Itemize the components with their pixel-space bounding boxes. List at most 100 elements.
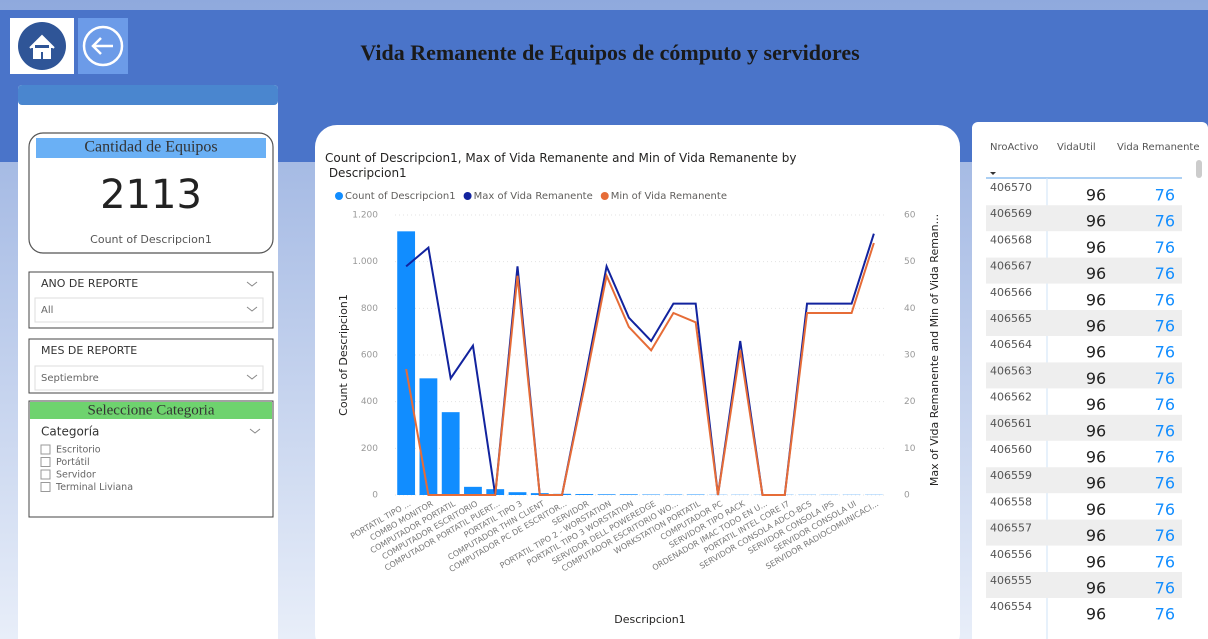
- cell: 406556: [990, 548, 1032, 561]
- card: [28, 132, 274, 254]
- cell: 406570: [990, 181, 1032, 194]
- checkbox[interactable]: [40, 469, 51, 480]
- cell: 76: [1155, 579, 1175, 598]
- cell: 96: [1086, 186, 1106, 205]
- checkbox[interactable]: [40, 444, 51, 455]
- slicer-value: Septiembre: [41, 373, 99, 384]
- back-button[interactable]: [82, 25, 124, 67]
- y-tick-label: 800: [361, 304, 378, 314]
- column-header: Vida Remanente: [1117, 142, 1199, 153]
- cell: 406569: [990, 207, 1032, 220]
- sort-arrow: [990, 172, 996, 175]
- cell: 76: [1155, 343, 1175, 362]
- bar: [397, 231, 416, 496]
- cell: 406559: [990, 469, 1032, 482]
- cell: 406554: [990, 600, 1032, 613]
- category-option: Portátil: [56, 457, 90, 468]
- legend-label: Count of Descripcion1: [345, 191, 456, 202]
- bar: [419, 378, 438, 495]
- legend-marker: [335, 192, 343, 200]
- chart-title: Count of Descripcion1, Max of Vida Reman…: [325, 151, 797, 180]
- cell: 406560: [990, 443, 1032, 456]
- page-title: Vida Remanente de Equipos de cómputo y s…: [360, 40, 860, 65]
- y2-tick-label: 10: [904, 444, 916, 454]
- cell: 406561: [990, 417, 1032, 430]
- bar: [619, 494, 638, 495]
- category-title: Categoría: [41, 425, 99, 439]
- chart-panel: [315, 125, 960, 639]
- y-tick-label: 1.000: [352, 257, 378, 267]
- card-header: [36, 138, 266, 158]
- card-title: Cantidad de Equipos: [84, 139, 217, 156]
- row-band: [986, 257, 1182, 284]
- cell: 96: [1086, 317, 1106, 336]
- cell: 96: [1086, 395, 1106, 414]
- cell: 76: [1155, 212, 1175, 231]
- cell: 76: [1155, 605, 1175, 624]
- cell: 76: [1155, 186, 1175, 205]
- home-button[interactable]: [18, 22, 66, 70]
- scrollbar[interactable]: [1196, 160, 1202, 178]
- slicer-dropdown[interactable]: [34, 365, 264, 391]
- slicer-value: All: [41, 305, 53, 316]
- slicer-title: MES DE REPORTE: [41, 344, 137, 357]
- cell: 76: [1155, 500, 1175, 519]
- cell: 76: [1155, 369, 1175, 388]
- table: NroActivo VidaUtil Vida Remanente 406570 96 7…: [986, 142, 1199, 639]
- line: [405, 242, 875, 496]
- cell: 96: [1086, 474, 1106, 493]
- card-caption: Count of Descripcion1: [90, 233, 212, 246]
- y2-axis-title: Max of Vida Remanente and Min of Vida Re…: [928, 214, 941, 486]
- cell: 96: [1086, 421, 1106, 440]
- cell: 96: [1086, 579, 1106, 598]
- y2-tick-label: 40: [904, 304, 916, 314]
- card-value: 2113: [100, 172, 202, 218]
- column-header: VidaUtil: [1057, 142, 1096, 153]
- cell: 406555: [990, 574, 1032, 587]
- y2-tick-label: 30: [904, 351, 916, 361]
- cell: 76: [1155, 421, 1175, 440]
- cell: 406565: [990, 312, 1032, 325]
- row-band: [986, 467, 1182, 494]
- cell: 406566: [990, 286, 1032, 299]
- cell: 76: [1155, 290, 1175, 309]
- y-tick-label: 600: [361, 351, 378, 361]
- column-header: NroActivo: [990, 142, 1038, 153]
- row-band: [986, 572, 1182, 598]
- cell: 96: [1086, 526, 1106, 545]
- category-slicer[interactable]: [28, 400, 274, 518]
- cell: 96: [1086, 212, 1106, 231]
- y2-tick-label: 60: [904, 211, 916, 221]
- y2-tick-label: 0: [904, 491, 910, 501]
- legend-marker: [463, 192, 472, 200]
- cell: 76: [1155, 264, 1175, 283]
- cell: 76: [1155, 526, 1175, 545]
- bar: [464, 486, 482, 495]
- y-tick-label: 1.200: [352, 211, 378, 221]
- y2-tick-label: 20: [904, 397, 916, 407]
- category-heading: Seleccione Categoria: [87, 402, 214, 418]
- chevron: [246, 374, 258, 380]
- cell: 76: [1155, 395, 1175, 414]
- checkbox[interactable]: [40, 482, 51, 492]
- y-tick-label: 400: [361, 397, 378, 407]
- x-axis-title: Descripcion1: [614, 613, 685, 626]
- cell: 96: [1086, 238, 1106, 257]
- cell: 406564: [990, 338, 1032, 351]
- row-band: [986, 362, 1182, 389]
- chevrons: [246, 281, 258, 312]
- cell: 406563: [990, 364, 1032, 377]
- y-tick-label: 200: [361, 444, 378, 454]
- left-panel-top: [18, 85, 278, 105]
- category-option: Terminal Liviana: [55, 482, 133, 493]
- checkbox[interactable]: [40, 457, 51, 467]
- slicer-title: ANO DE REPORTE: [41, 277, 138, 290]
- row-band: [986, 310, 1182, 336]
- legend-label: Max of Vida Remanente: [474, 191, 593, 202]
- slicer-dropdown[interactable]: [34, 297, 264, 323]
- category-header: [30, 402, 272, 419]
- cell: 406557: [990, 522, 1032, 535]
- y-axis-title: Count of Descripcion1: [337, 294, 350, 416]
